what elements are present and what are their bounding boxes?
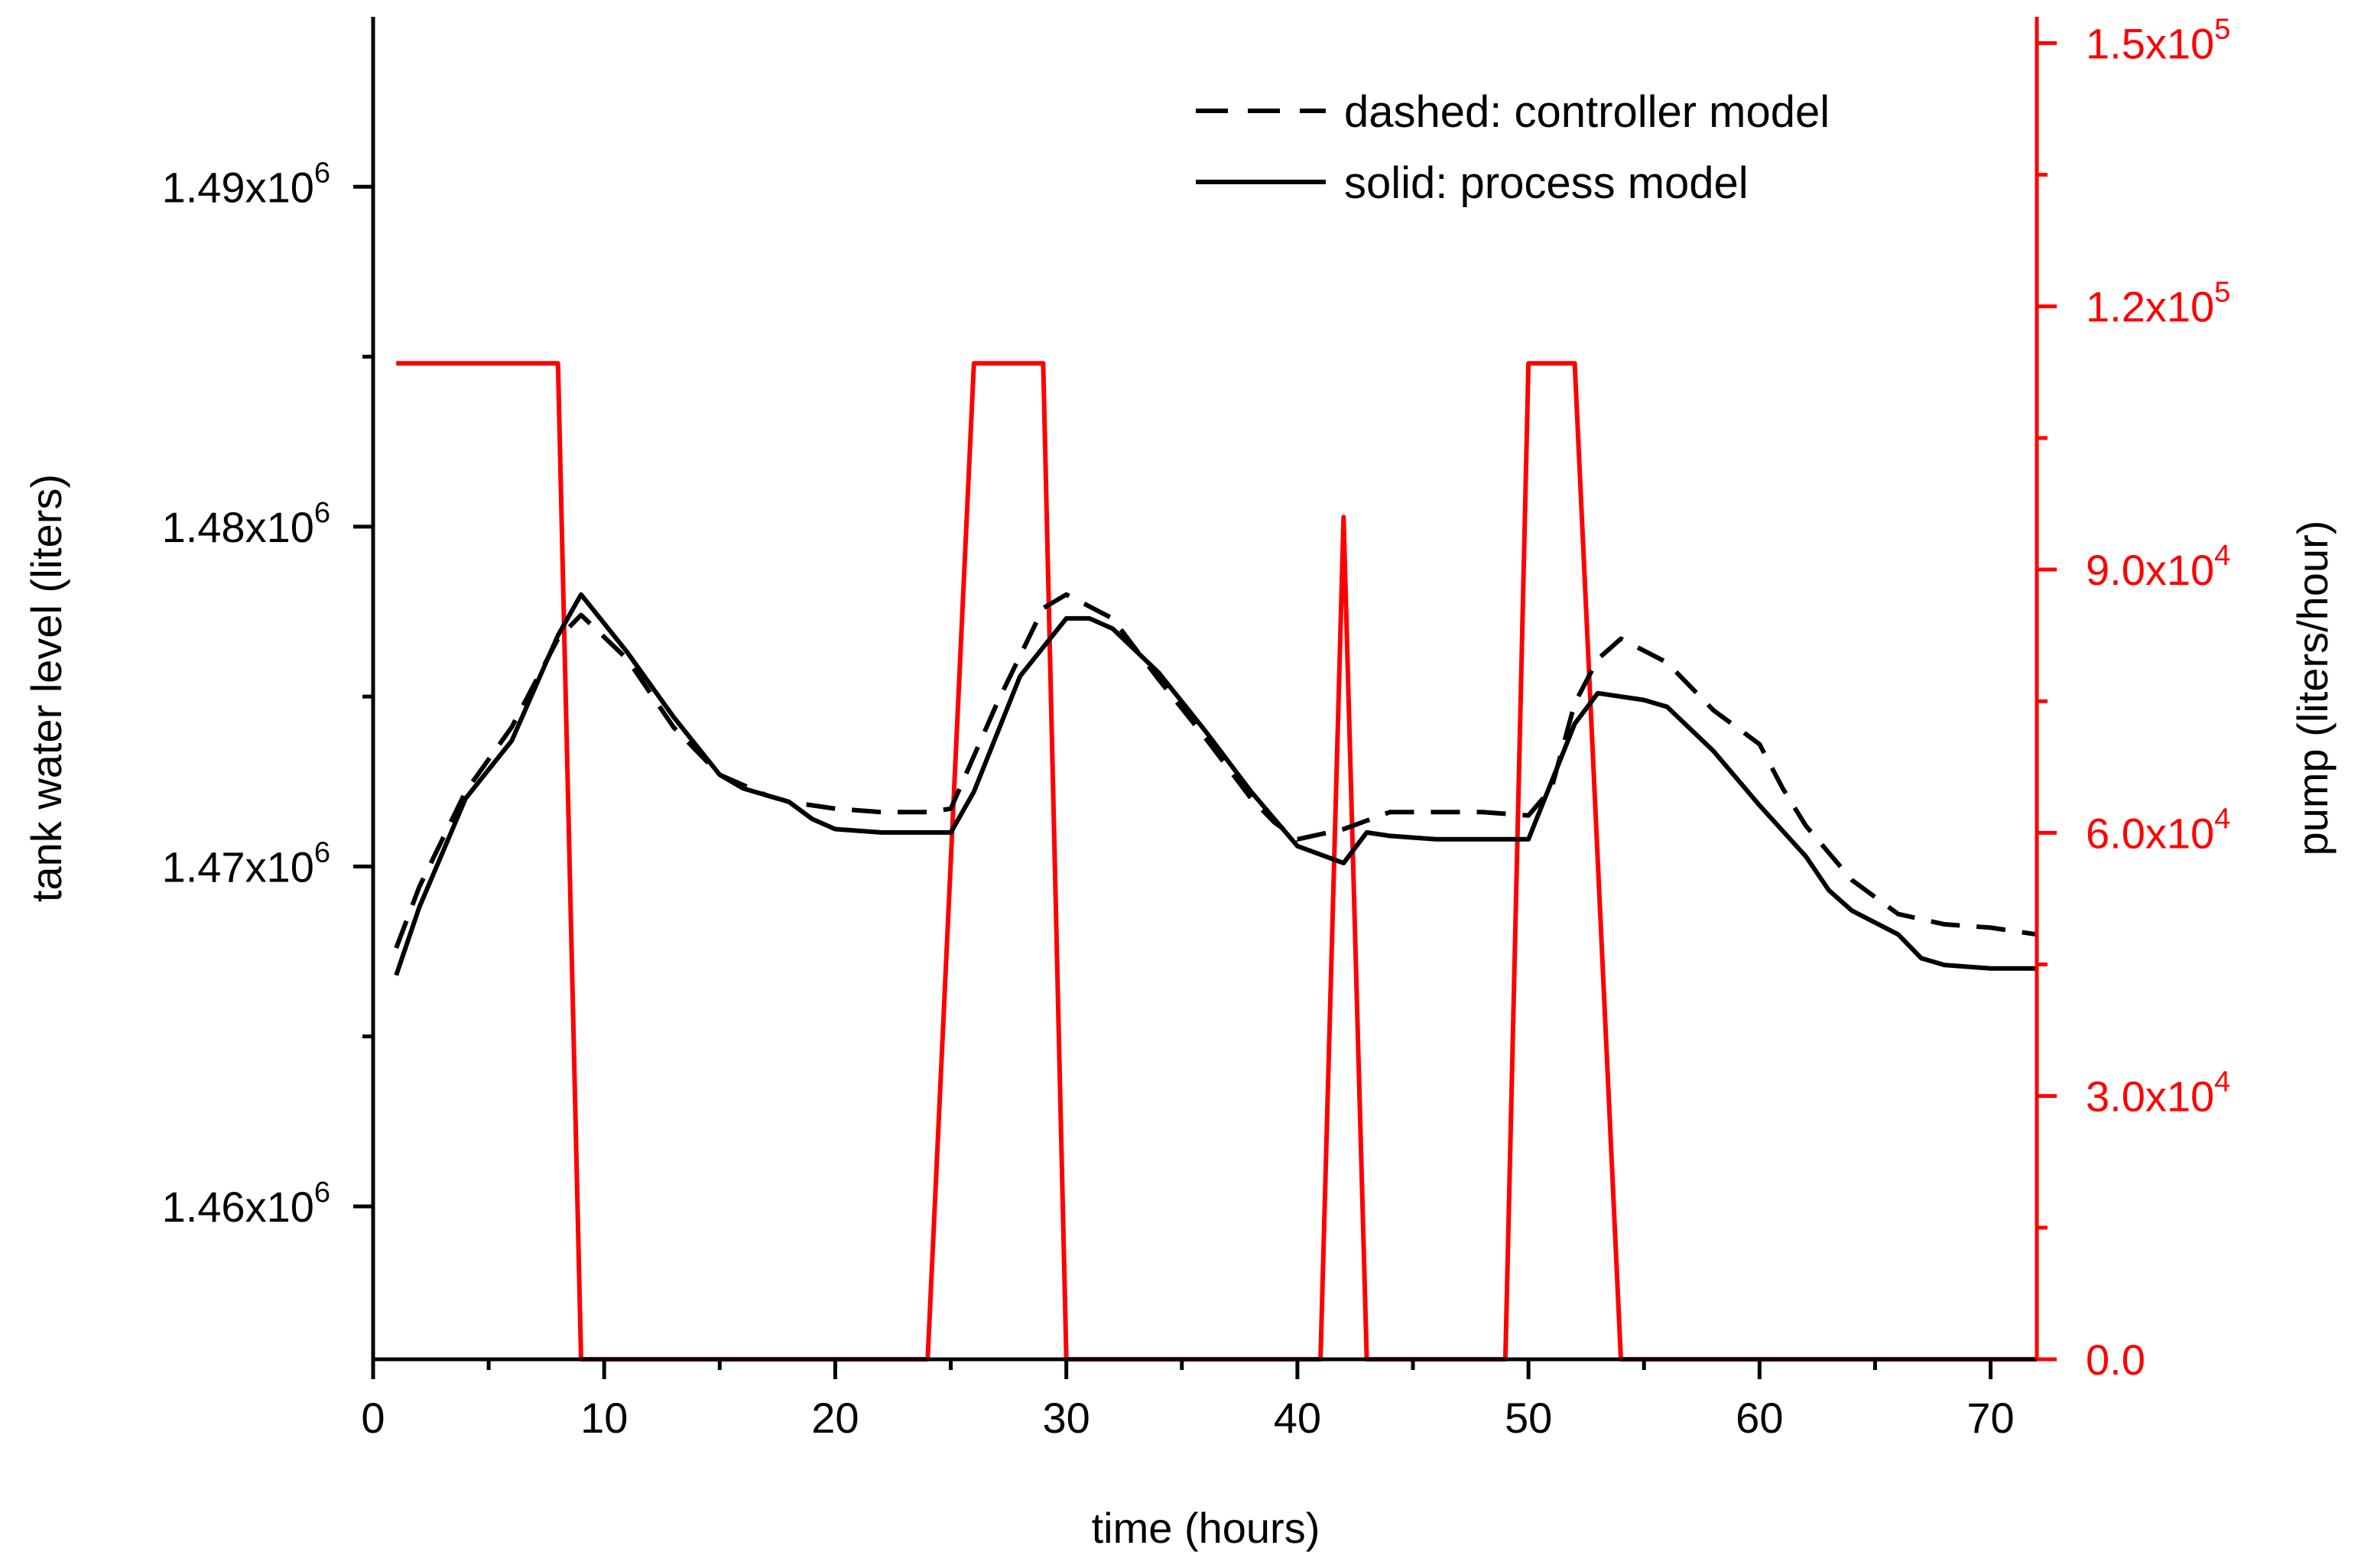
- axes: [371, 17, 2039, 1362]
- y-right-tick-label: 9.0x104: [2086, 540, 2230, 594]
- x-tick-label: 20: [811, 1394, 859, 1442]
- legend: dashed: controller model solid: process …: [1196, 87, 1830, 208]
- x-tick-label: 40: [1274, 1394, 1321, 1442]
- legend-label-dashed: dashed: controller model: [1344, 87, 1830, 137]
- y-right-axis-title: pump (liters/hour): [2288, 521, 2337, 856]
- x-tick-label: 70: [1966, 1394, 2014, 1442]
- y-right-tick-label: 1.2x105: [2086, 277, 2230, 331]
- ticks: 0 10 20 30 40 50 60 70 1.46x106 1.47x106 1.48x106 1…: [162, 13, 2231, 1442]
- x-tick-label: 30: [1043, 1394, 1090, 1442]
- x-axis-title: time (hours): [1092, 1504, 1320, 1552]
- x-tick-label: 0: [361, 1394, 385, 1442]
- controller-model-line: [394, 592, 2038, 950]
- y-right-tick-label: 6.0x104: [2086, 803, 2230, 857]
- x-tick-label: 10: [580, 1394, 628, 1442]
- y-left-axis-title: tank water level (liters): [22, 474, 70, 902]
- plot-lines: [394, 361, 2038, 1362]
- x-tick-label: 60: [1736, 1394, 1783, 1442]
- process-model-line: [394, 592, 2037, 976]
- y-right-tick-label: 0.0: [2086, 1336, 2145, 1384]
- pump-line: [396, 361, 2037, 1362]
- legend-label-solid: solid: process model: [1344, 158, 1749, 208]
- x-tick-label: 50: [1505, 1394, 1552, 1442]
- y-left-tick-label: 1.47x106: [162, 836, 330, 891]
- y-right-tick-label: 3.0x104: [2086, 1066, 2230, 1121]
- y-left-tick-label: 1.46x106: [162, 1177, 330, 1231]
- y-left-tick-label: 1.49x106: [162, 157, 330, 211]
- y-left-tick-label: 1.48x106: [162, 497, 330, 551]
- y-right-tick-label: 1.5x105: [2086, 13, 2230, 67]
